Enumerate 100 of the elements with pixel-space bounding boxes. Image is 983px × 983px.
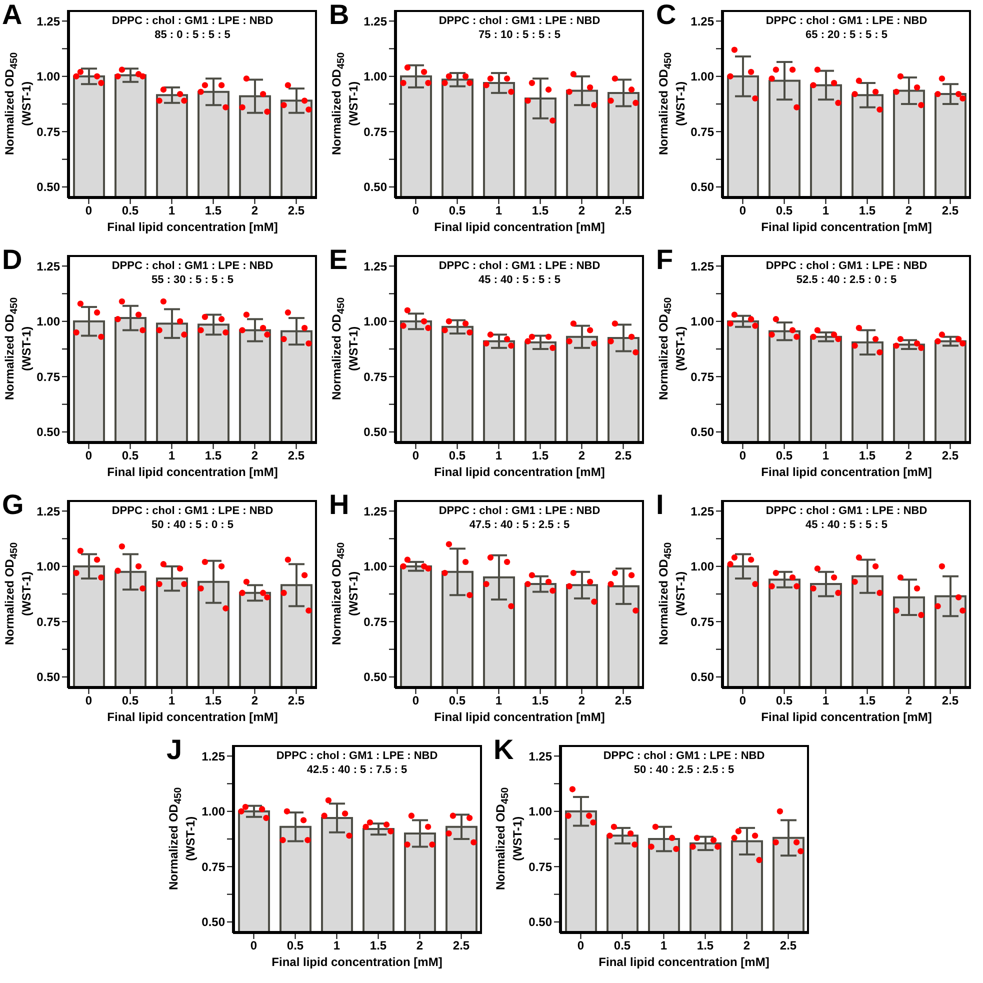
x-tick-label: 0.5 [448,694,466,708]
x-tick-label: 1 [168,448,176,463]
y-tick-label: 1.00 [36,560,60,574]
y-tick-label: 0.50 [528,915,552,930]
x-tick-label: 1 [495,204,502,218]
chart-title: DPPC : chol : GM1 : LPE : NBD [438,14,602,28]
x-tick-label: 0.5 [776,448,793,463]
x-tick-label: 1 [495,448,502,463]
y-tick-label: 0.75 [690,614,714,629]
y-tick-label: 1.25 [201,749,225,764]
y-tick-label: 1.00 [690,70,714,84]
y-tick-label: 0.75 [36,370,60,384]
text: 55 : 30 : 5 : 5 : 5 [150,273,234,287]
x-tick-label: 2 [578,694,586,708]
x-tick-label: 1.5 [204,448,222,463]
x-tick-label: 1 [332,938,340,953]
x-tick-label: 2.5 [614,448,632,463]
x-tick-label: 2.5 [614,694,632,708]
text: 75 : 10 : 5 : 5 : 5 [478,28,562,42]
x-tick-label: 0 [739,204,746,218]
text: 52.5 : 40 : 2.5 : 0 : 5 [795,273,898,287]
chart-title: DPPC : chol : GM1 : LPE : NBD [110,14,274,28]
x-tick-label: 1 [168,694,176,708]
y-tick-label: 1.25 [36,259,60,274]
y-tick-label: 1.00 [690,560,714,574]
y-tick-label: 0.75 [36,614,60,629]
x-tick-label: 1.5 [532,204,549,218]
chart-title: DPPC : chol : GM1 : LPE : NBD [275,749,439,763]
x-tick-label: 2.5 [942,694,959,708]
x-tick-label: 2 [251,694,258,708]
y-tick-label: 0.75 [364,124,388,139]
x-tick-label: 0.5 [122,694,139,708]
x-tick-label: 2.5 [779,938,796,953]
x-axis-title: Final lipid concentration [mM] [598,955,770,969]
x-tick-label: 0 [739,448,746,463]
x-axis-title: Final lipid concentration [mM] [106,220,279,234]
x-tick-label: 2 [578,448,586,463]
y-tick-label: 1.25 [690,504,714,518]
text: A [2,0,22,30]
y-tick-label: 0.50 [364,180,388,194]
y-tick-label: 0.75 [528,860,552,874]
y-tick-label: 0.75 [364,614,388,629]
y-tick-label: 1.00 [36,70,60,84]
text: B [329,0,350,30]
x-tick-label: 1.5 [858,204,876,218]
x-tick-label: 0.5 [448,448,466,463]
y-tick-label: 1.00 [690,314,714,329]
text: H [329,489,350,520]
y-tick-label: 1.00 [364,70,388,84]
y-tick-label: 0.75 [36,124,60,139]
x-axis-title: Final lipid concentration [mM] [270,955,444,969]
x-axis-title: Final lipid concentration [mM] [106,710,279,724]
x-tick-label: 0 [412,204,420,218]
y-tick-label: 0.50 [36,425,60,440]
x-tick-label: 0.5 [776,204,793,218]
y-tick-label: 0.50 [201,915,225,930]
y-tick-label: 1.00 [201,804,225,819]
y-tick-label: 1.25 [690,14,714,28]
x-tick-label: 1.5 [858,694,876,708]
x-axis-title: Final lipid concentration [mM] [106,465,279,479]
text: C [656,0,676,30]
y-tick-label: 0.50 [690,180,714,194]
y-tick-label: 1.00 [36,314,60,329]
x-tick-label: 0.5 [448,204,466,218]
x-tick-label: 2.5 [942,448,959,463]
x-tick-label: 2.5 [288,204,305,218]
text: D [2,244,22,275]
x-tick-label: 1.5 [532,694,549,708]
x-tick-label: 0 [576,938,584,953]
x-tick-label: 2 [251,448,258,463]
x-tick-label: 2 [742,938,750,953]
text: 85 : 0 : 5 : 5 : 5 [154,28,232,42]
y-tick-label: 0.50 [690,670,714,684]
y-tick-label: 0.50 [36,670,60,684]
text: K [494,734,514,765]
y-tick-label: 0.50 [690,425,714,440]
y-tick-label: 0.75 [690,370,714,384]
x-tick-label: 1.5 [204,694,222,708]
y-tick-label: 1.25 [364,259,388,274]
x-tick-label: 2 [416,938,423,953]
x-tick-label: 2 [905,694,912,708]
x-tick-label: 0.5 [122,204,139,218]
x-tick-label: 2.5 [452,938,470,953]
y-tick-label: 0.50 [364,425,388,440]
x-tick-label: 2.5 [942,204,959,218]
x-tick-label: 1 [822,448,830,463]
text: G [2,489,24,520]
text: 45 : 40 : 5 : 5 : 5 [804,518,888,532]
x-tick-label: 1.5 [532,448,549,463]
x-tick-label: 2 [905,448,912,463]
x-tick-label: 1.5 [369,938,386,953]
x-tick-label: 0.5 [286,938,304,953]
x-tick-label: 1 [822,694,830,708]
x-tick-label: 0.5 [613,938,630,953]
chart-title: DPPC : chol : GM1 : LPE : NBD [764,14,928,28]
chart-title: DPPC : chol : GM1 : LPE : NBD [764,259,928,273]
x-axis-title: Final lipid concentration [mM] [760,710,933,724]
text: 42.5 : 40 : 5 : 7.5 : 5 [306,763,408,777]
y-tick-label: 0.50 [364,670,388,684]
y-tick-label: 1.25 [528,749,552,764]
